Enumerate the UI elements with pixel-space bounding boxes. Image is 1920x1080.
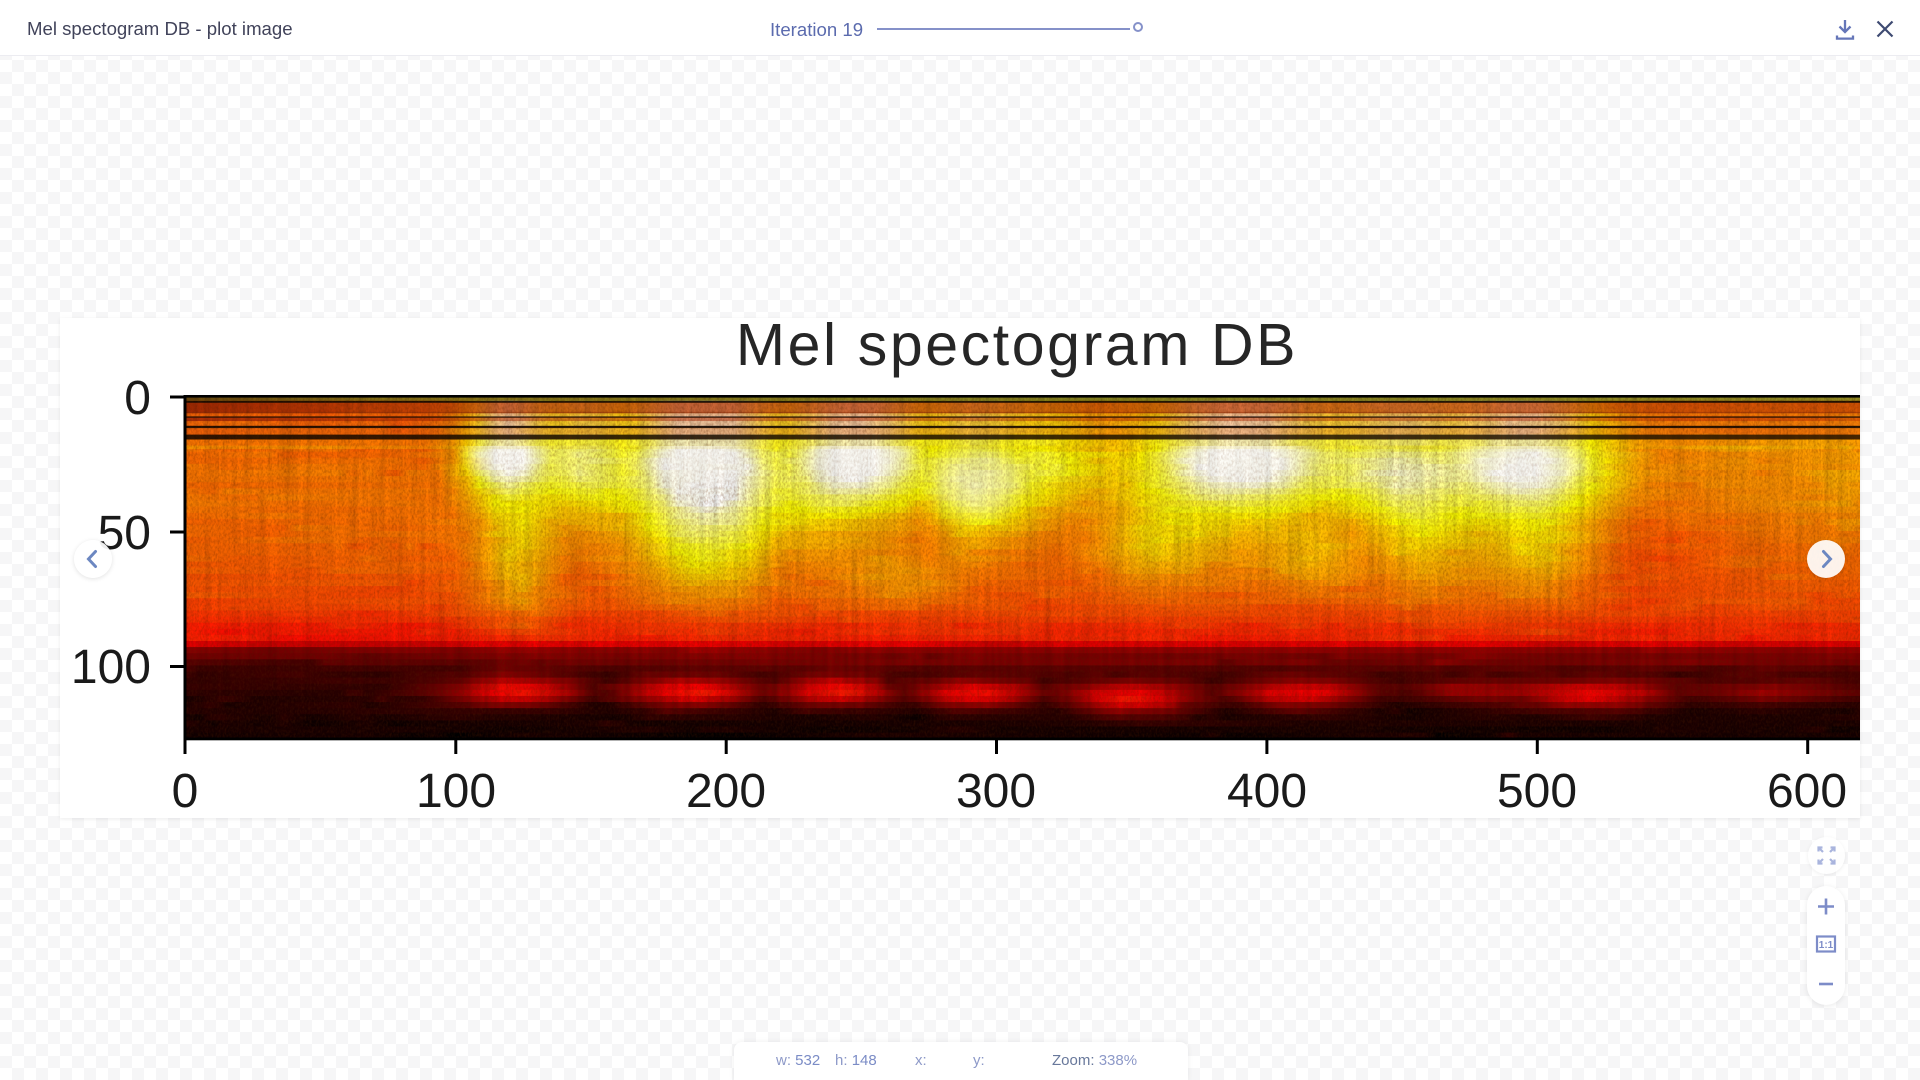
svg-text:300: 300 — [956, 765, 1036, 818]
svg-text:Mel spectogram DB: Mel spectogram DB — [736, 318, 1298, 378]
svg-text:500: 500 — [1497, 765, 1577, 818]
svg-text:0: 0 — [172, 765, 199, 818]
svg-text:200: 200 — [686, 765, 766, 818]
svg-text:400: 400 — [1227, 765, 1307, 818]
svg-text:1:1: 1:1 — [1819, 940, 1834, 951]
svg-text:0: 0 — [124, 372, 151, 425]
svg-text:100: 100 — [416, 765, 496, 818]
svg-text:100: 100 — [71, 641, 151, 694]
svg-text:600: 600 — [1767, 765, 1847, 818]
